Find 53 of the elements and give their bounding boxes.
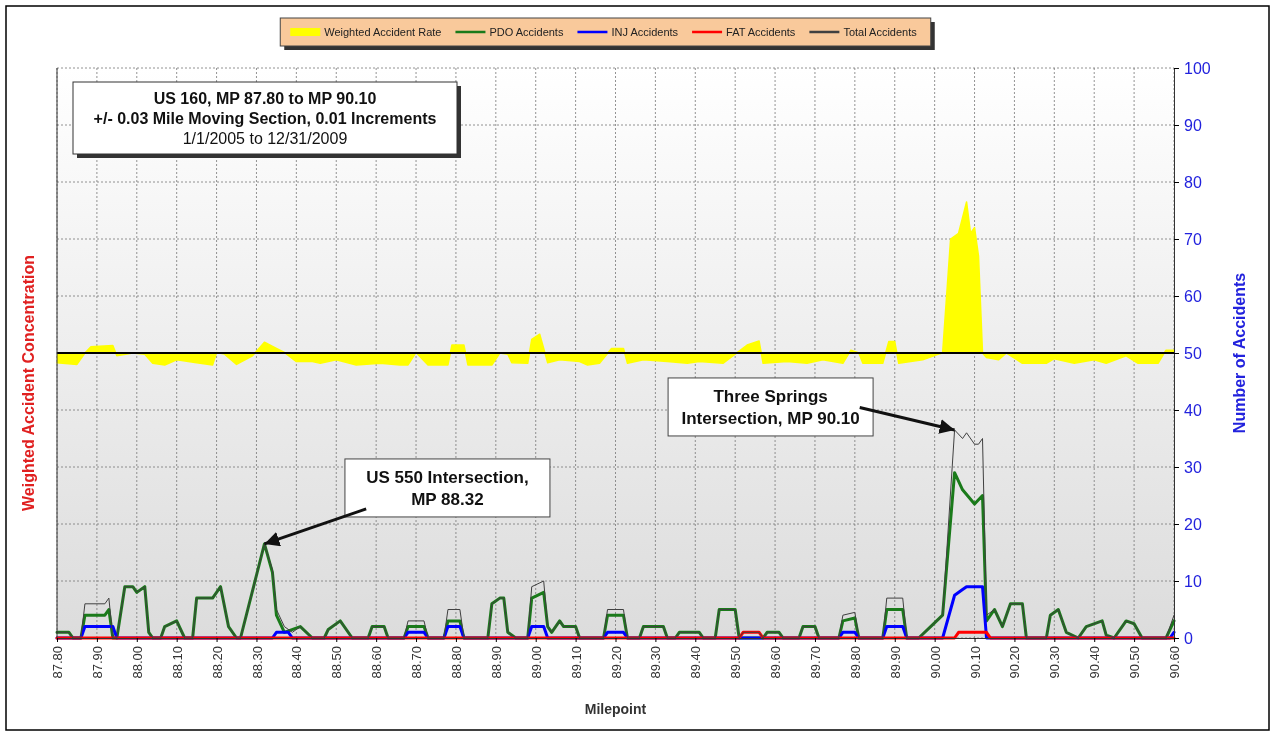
y-tick-label: 90 bbox=[1184, 116, 1202, 134]
y-tick-label: 20 bbox=[1184, 515, 1202, 533]
x-tick-label: 90.20 bbox=[1007, 646, 1023, 679]
x-tick-label: 88.20 bbox=[209, 646, 225, 679]
x-tick-label: 88.10 bbox=[169, 646, 185, 679]
x-tick-label: 89.30 bbox=[648, 646, 664, 679]
y-tick-label: 30 bbox=[1184, 458, 1202, 476]
y-tick-label: 80 bbox=[1184, 173, 1202, 191]
annotation: US 550 Intersection, MP 88.32 bbox=[366, 467, 529, 509]
y2-axis-title: Number of Accidents bbox=[1231, 272, 1248, 434]
x-tick-label: 90.50 bbox=[1127, 646, 1143, 679]
x-axis-title: Milepoint bbox=[584, 701, 647, 717]
annotation: 1/1/2005 to 12/31/2009 bbox=[182, 130, 348, 147]
x-tick-label: 89.40 bbox=[688, 646, 704, 679]
legend-label: PDO Accidents bbox=[489, 26, 564, 38]
x-tick-label: 88.50 bbox=[329, 646, 345, 679]
y-tick-label: 70 bbox=[1184, 230, 1202, 248]
x-tick-label: 88.30 bbox=[249, 646, 265, 679]
y-tick-label: 40 bbox=[1184, 401, 1202, 419]
annotation: US 160, MP 87.80 to MP 90.10 bbox=[153, 90, 377, 107]
x-tick-label: 88.00 bbox=[129, 646, 145, 679]
x-tick-label: 88.70 bbox=[409, 646, 425, 679]
x-tick-label: 89.10 bbox=[568, 646, 584, 679]
y-tick-label: 100 bbox=[1184, 59, 1211, 77]
x-tick-label: 89.50 bbox=[728, 646, 744, 679]
x-tick-label: 89.90 bbox=[887, 646, 903, 679]
y-tick-label: 0 bbox=[1184, 629, 1193, 647]
y-axis-title: Weighted Accident Concentration bbox=[20, 254, 37, 512]
x-tick-label: 89.70 bbox=[808, 646, 824, 679]
x-tick-label: 90.00 bbox=[927, 646, 943, 679]
x-tick-label: 88.60 bbox=[369, 646, 385, 679]
legend-label: INJ Accidents bbox=[611, 26, 679, 38]
x-tick-label: 90.30 bbox=[1047, 646, 1063, 679]
x-tick-label: 88.40 bbox=[289, 646, 305, 679]
x-tick-label: 89.80 bbox=[847, 646, 863, 679]
x-tick-label: 88.90 bbox=[488, 646, 504, 679]
x-tick-label: 88.80 bbox=[448, 646, 464, 679]
x-tick-label: 87.90 bbox=[89, 646, 105, 679]
y-tick-label: 10 bbox=[1184, 572, 1202, 590]
annotation: +/- 0.03 Mile Moving Section, 0.01 Increments bbox=[93, 110, 437, 127]
x-tick-label: 89.60 bbox=[768, 646, 784, 679]
x-tick-label: 87.80 bbox=[50, 646, 66, 679]
legend-label: FAT Accidents bbox=[726, 26, 796, 38]
x-tick-label: 90.10 bbox=[967, 646, 983, 679]
x-tick-label: 89.20 bbox=[608, 646, 624, 679]
legend-label: Total Accidents bbox=[843, 26, 918, 38]
legend-label: Weighted Accident Rate bbox=[324, 26, 442, 38]
annotation: Three Springs Intersection, MP 90.10 bbox=[681, 386, 860, 428]
y-tick-label: 50 bbox=[1184, 344, 1202, 362]
x-tick-label: 90.60 bbox=[1167, 646, 1183, 679]
y-tick-label: 60 bbox=[1184, 287, 1202, 305]
x-tick-label: 89.00 bbox=[528, 646, 544, 679]
x-tick-label: 90.40 bbox=[1087, 646, 1103, 679]
